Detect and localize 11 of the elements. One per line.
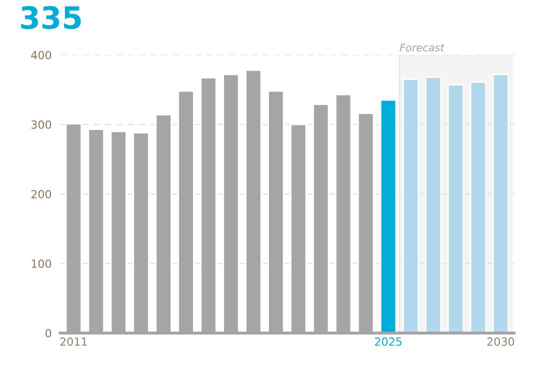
x-tick-label: 2025 <box>374 337 402 346</box>
x-tick-label: 2030 <box>487 337 514 346</box>
y-tick-label: 300 <box>31 120 52 129</box>
y-tick-label: 100 <box>32 259 52 268</box>
y-tick-label: 400 <box>31 50 52 60</box>
y-tick-label: 200 <box>31 190 52 198</box>
chart-title: 335 <box>21 6 81 30</box>
band-label: Forecast <box>400 44 445 52</box>
bar <box>380 99 397 334</box>
y-tick-label: 0 <box>46 329 52 338</box>
x-tick-label: 2011 <box>60 337 87 346</box>
